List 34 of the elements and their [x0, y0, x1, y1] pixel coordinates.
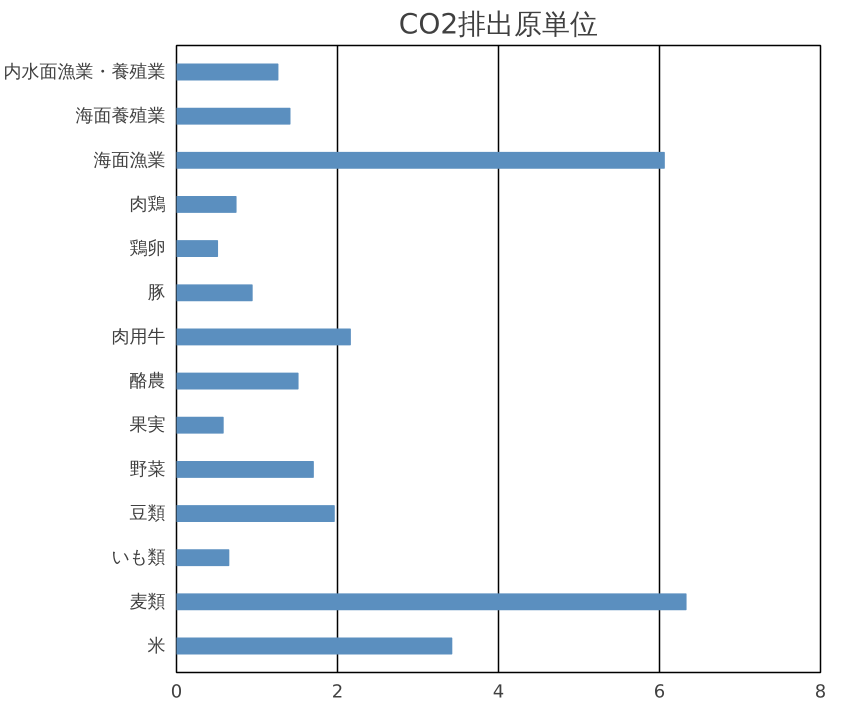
y-tick-label: 肉鶏 [130, 194, 166, 215]
x-tick-label: 0 [170, 682, 182, 702]
bar [176, 152, 665, 169]
bar [176, 372, 299, 390]
x-tick-label: 6 [654, 682, 666, 702]
bar [176, 328, 351, 346]
y-tick-label: 酪農 [130, 370, 166, 392]
bar [176, 549, 230, 566]
y-tick-label: 豆類 [130, 503, 166, 524]
y-tick-label: 米 [148, 636, 166, 657]
bar [176, 593, 687, 610]
bar [176, 196, 237, 213]
y-tick-label: 果実 [130, 414, 166, 436]
bar [176, 416, 224, 434]
bar [176, 284, 253, 302]
bar [176, 240, 218, 258]
y-tick-label: 野菜 [130, 458, 166, 480]
x-tick-label: 4 [492, 682, 504, 702]
bar [176, 505, 335, 522]
y-tick-label: いも類 [112, 547, 166, 568]
y-tick-label: 鶏卵 [130, 238, 166, 260]
x-tick-label: 2 [332, 682, 344, 702]
bar [176, 638, 452, 654]
bar [176, 460, 314, 478]
y-tick-label: 肉用牛 [112, 326, 166, 348]
chart-title: CO2排出原単位 [398, 8, 598, 40]
y-tick-label: 豚 [148, 282, 166, 304]
bar [176, 108, 291, 125]
x-tick-label: 8 [814, 682, 826, 702]
y-tick-label: 内水面漁業・養殖業 [4, 61, 166, 82]
y-tick-label: 海面養殖業 [76, 106, 166, 127]
y-tick-label: 海面漁業 [94, 150, 166, 171]
bar [176, 64, 278, 80]
y-tick-label: 麦類 [130, 591, 166, 612]
